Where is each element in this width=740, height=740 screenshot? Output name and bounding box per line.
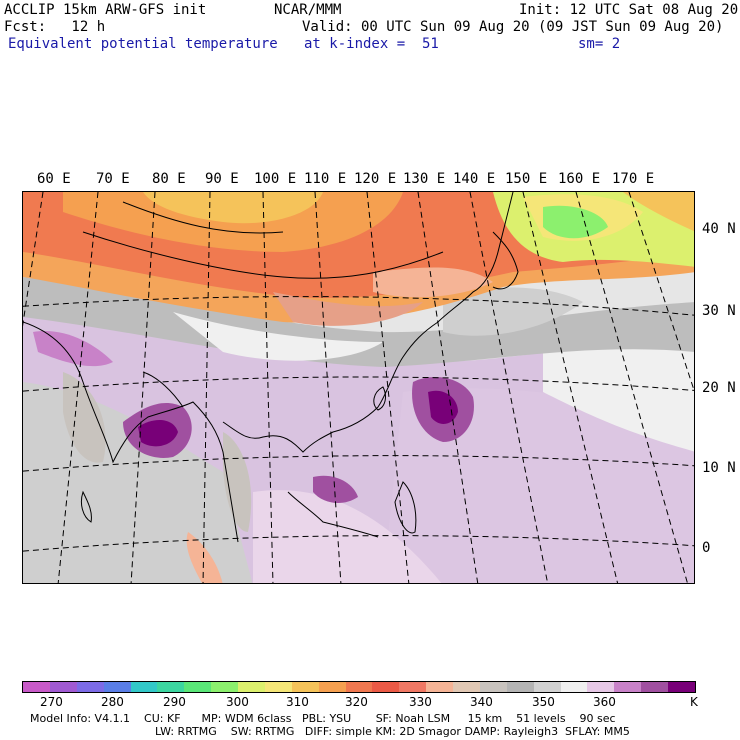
colorbar-swatch — [318, 682, 346, 692]
colorbar-swatch — [23, 682, 50, 692]
organization-label: NCAR/MMM — [274, 2, 342, 18]
product-title: ACCLIP 15km ARW-GFS init — [4, 2, 207, 18]
colorbar-tick: 280 — [101, 695, 124, 709]
colorbar-swatch — [426, 682, 453, 692]
lat-label: 30 N — [702, 303, 736, 319]
colorbar-swatch — [345, 682, 373, 692]
colorbar-swatch — [130, 682, 158, 692]
colorbar-tick: 270 — [40, 695, 63, 709]
valid-time: Valid: 00 UTC Sun 09 Aug 20 (09 JST Sun … — [302, 19, 724, 35]
map-canvas — [23, 192, 694, 583]
physics-info-line: LW: RRTMG SW: RRTMG DIFF: simple KM: 2D … — [155, 725, 630, 738]
colorbar-tick: 350 — [532, 695, 555, 709]
lon-label: 150 E — [505, 171, 548, 187]
smoothing-label: sm= 2 — [578, 36, 621, 52]
forecast-hour: Fcst: 12 h — [4, 19, 106, 35]
colorbar-swatch — [211, 682, 238, 692]
colorbar-swatch — [641, 682, 668, 692]
lat-label: 40 N — [702, 221, 736, 237]
colorbar-tick: 330 — [409, 695, 432, 709]
lon-label: 100 E — [254, 171, 297, 187]
colorbar-swatch — [399, 682, 427, 692]
lon-label: 90 E — [205, 171, 239, 187]
lon-label: 130 E — [403, 171, 446, 187]
lon-label: 120 E — [354, 171, 397, 187]
lon-label: 160 E — [558, 171, 601, 187]
colorbar-tick: 310 — [286, 695, 309, 709]
colorbar-swatch — [533, 682, 561, 692]
colorbar-swatch — [453, 682, 480, 692]
lon-label: 80 E — [152, 171, 186, 187]
colorbar-tick: 360 — [593, 695, 616, 709]
model-info-line: Model Info: V4.1.1 CU: KF MP: WDM 6class… — [30, 712, 616, 725]
colorbar-swatch — [587, 682, 615, 692]
init-time: Init: 12 UTC Sat 08 Aug 20 — [519, 2, 739, 18]
colorbar-tick: 300 — [226, 695, 249, 709]
colorbar-swatch — [291, 682, 319, 692]
theta-e-map — [22, 191, 695, 584]
colorbar-swatch — [76, 682, 104, 692]
colorbar-swatch — [103, 682, 131, 692]
colorbar-swatch — [184, 682, 212, 692]
colorbar-swatch — [372, 682, 400, 692]
lat-label: 20 N — [702, 380, 736, 396]
colorbar-swatch — [479, 682, 507, 692]
lon-label: 140 E — [453, 171, 496, 187]
colorbar — [22, 681, 696, 693]
field-name: Equivalent potential temperature — [8, 36, 278, 52]
colorbar-swatch — [49, 682, 77, 692]
lon-label: 110 E — [304, 171, 347, 187]
colorbar-tick: 290 — [163, 695, 186, 709]
lat-label: 10 N — [702, 460, 736, 476]
colorbar-swatch — [560, 682, 588, 692]
level-label: at k-index = 51 — [304, 36, 439, 52]
lon-label: 70 E — [96, 171, 130, 187]
colorbar-swatch — [157, 682, 185, 692]
colorbar-unit: K — [690, 695, 698, 709]
colorbar-swatch — [668, 682, 695, 692]
lon-label: 170 E — [612, 171, 655, 187]
colorbar-tick: 340 — [470, 695, 493, 709]
lat-label: 0 — [702, 540, 711, 556]
colorbar-swatch — [238, 682, 265, 692]
colorbar-tick: 320 — [345, 695, 368, 709]
colorbar-swatch — [506, 682, 534, 692]
colorbar-swatch — [614, 682, 642, 692]
lon-label: 60 E — [37, 171, 71, 187]
colorbar-swatch — [264, 682, 292, 692]
